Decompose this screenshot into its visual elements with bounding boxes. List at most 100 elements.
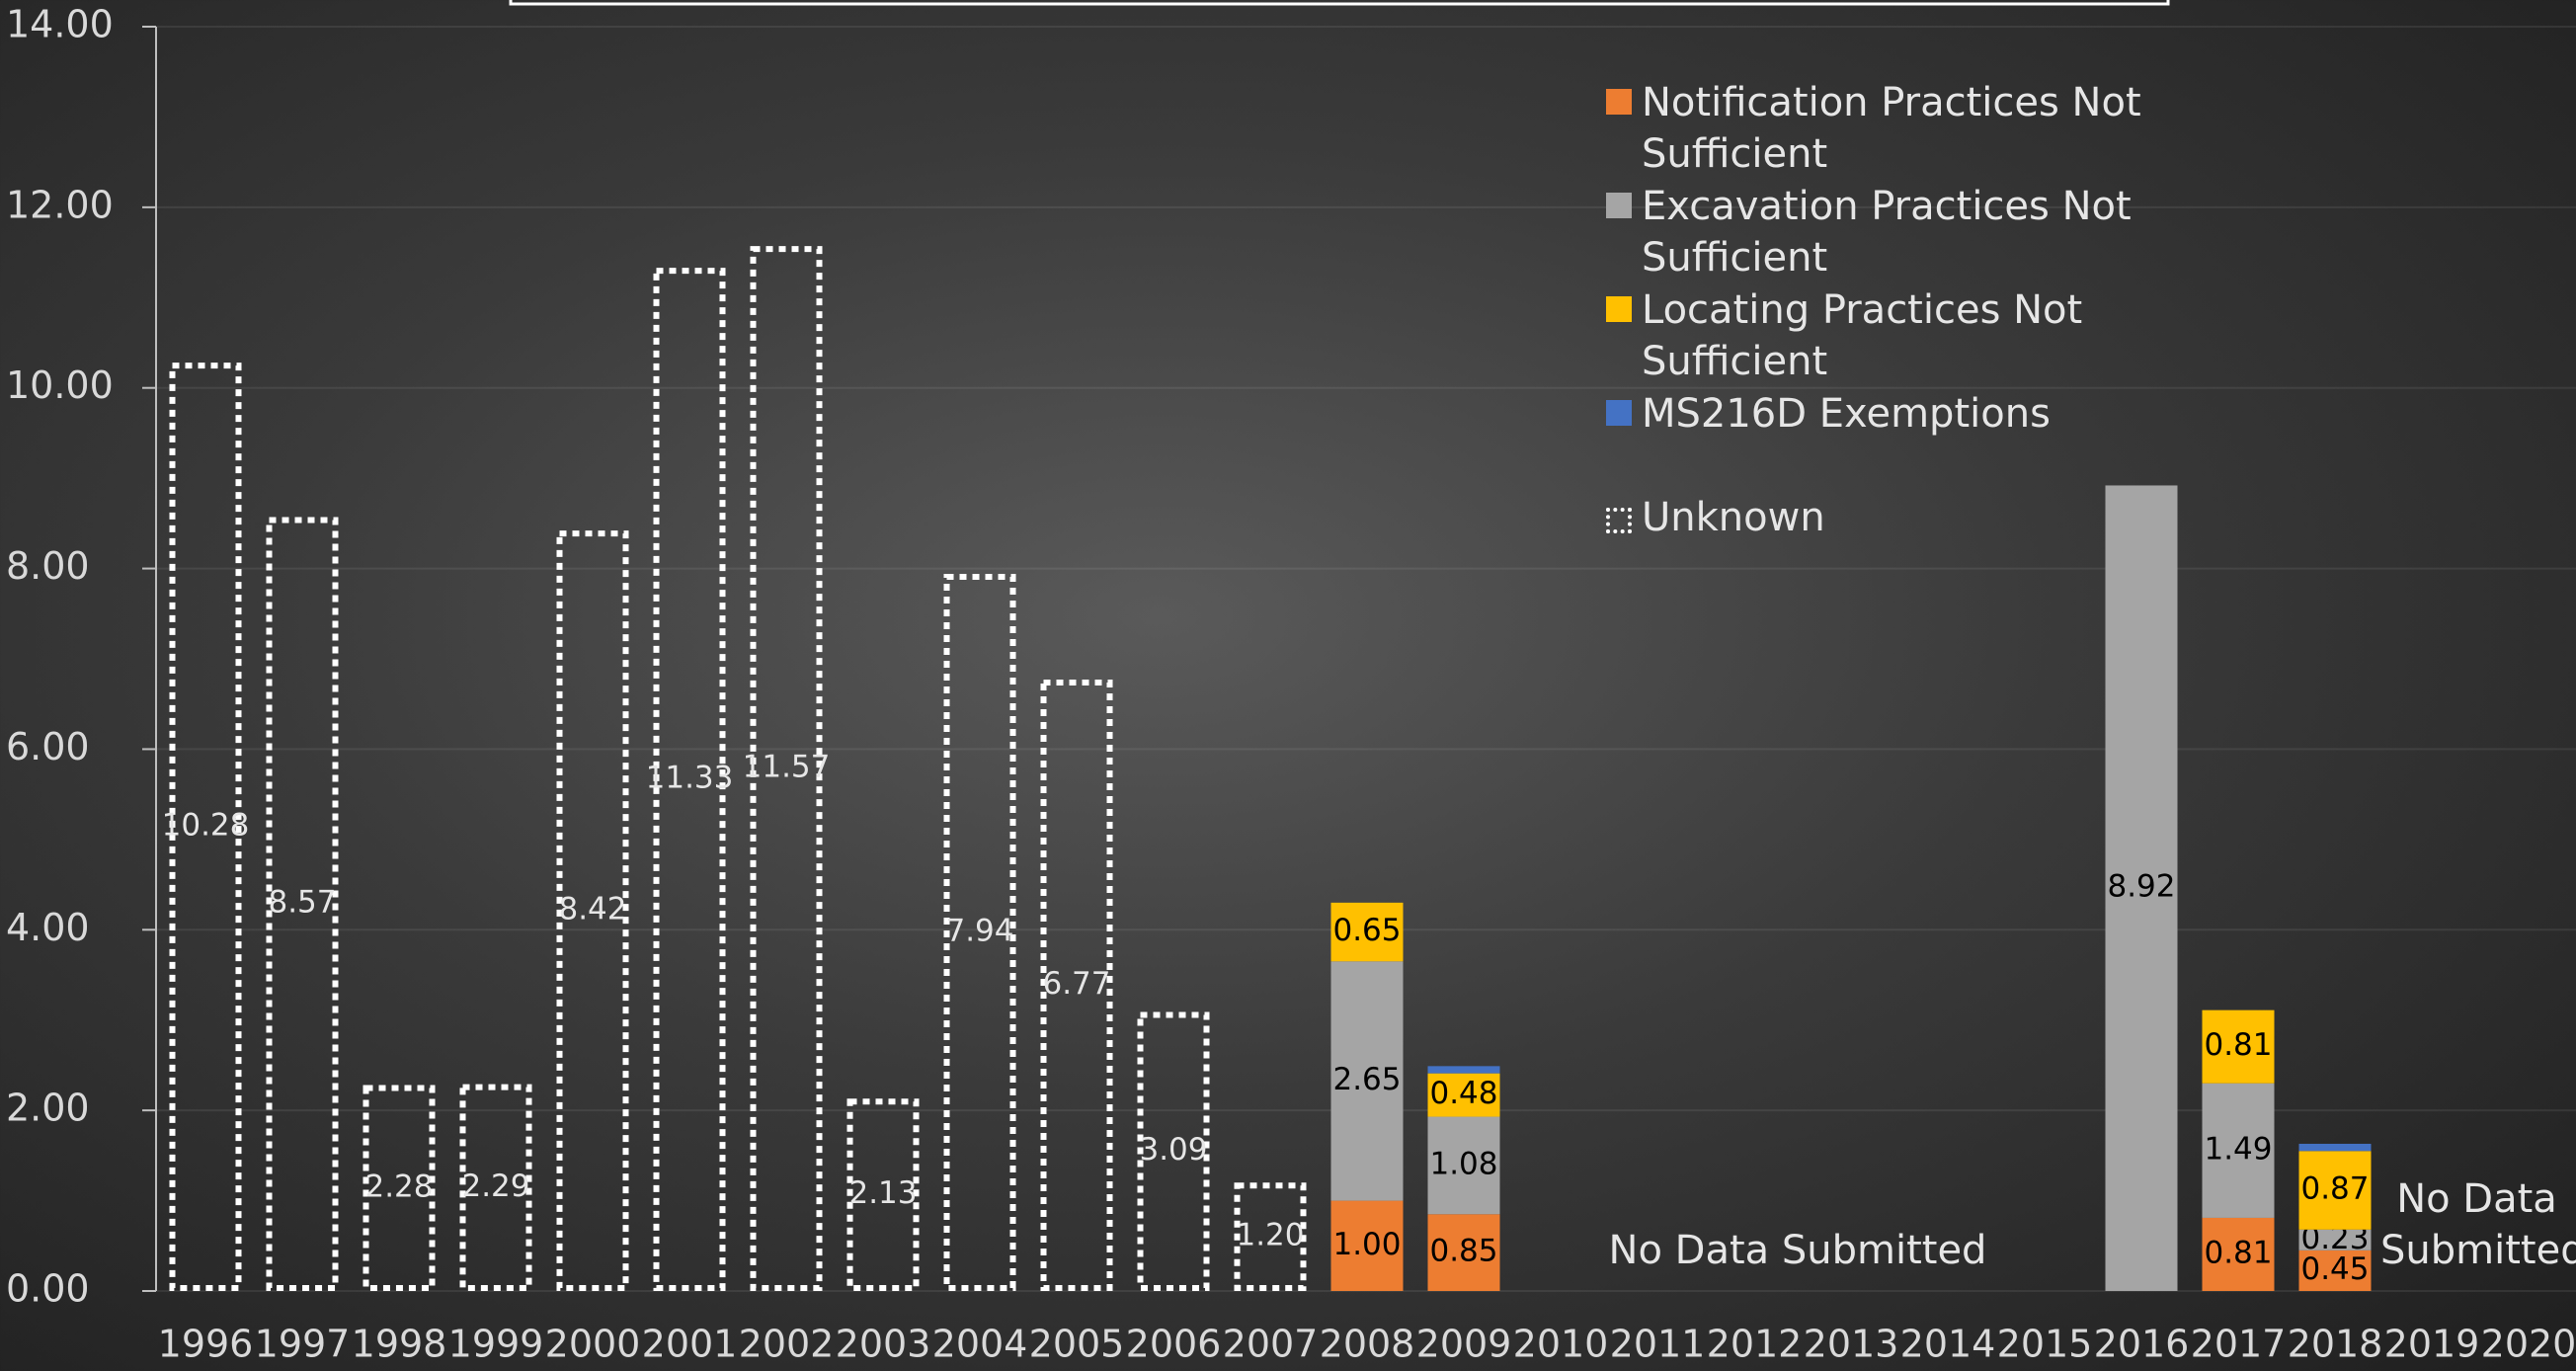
x-tick-label: 2011 — [1610, 1323, 1706, 1366]
legend: Notification Practices Not Sufficient Exc… — [1606, 77, 2159, 596]
bar-segment — [2105, 485, 2178, 1291]
y-tick-label: 0.00 — [6, 1267, 90, 1311]
title-box — [509, 0, 2170, 6]
bar-segment — [459, 1084, 532, 1291]
bar-segment — [1427, 1214, 1500, 1291]
legend-label: Unknown — [1642, 495, 1825, 540]
data-label: 0.45 — [2300, 1251, 2369, 1287]
legend-item: Locating Practices Not Sufficient — [1606, 284, 2159, 388]
bar-segment — [1234, 1182, 1307, 1292]
bar-segment — [556, 530, 629, 1291]
annotation: No Data Submitted — [1608, 1228, 1987, 1273]
x-tick-label: 2014 — [1900, 1323, 1996, 1366]
data-label: 2.29 — [461, 1169, 529, 1204]
bar-segment — [1427, 1066, 1500, 1074]
x-tick-label: 2010 — [1513, 1323, 1609, 1366]
legend-item: Unknown — [1606, 492, 2159, 596]
data-label: 0.87 — [2300, 1171, 2369, 1207]
x-tick-label: 2000 — [545, 1323, 641, 1366]
data-label: 0.81 — [2204, 1235, 2272, 1270]
y-tick-label: 6.00 — [6, 725, 90, 768]
legend-swatch — [1606, 193, 1632, 218]
x-tick-label: 2017 — [2191, 1323, 2287, 1366]
bar-segment — [2298, 1143, 2372, 1152]
data-label: 0.85 — [1429, 1234, 1497, 1269]
bar-segment — [2202, 1217, 2275, 1291]
bar-segment — [2298, 1250, 2372, 1291]
bar-segment — [2202, 1009, 2275, 1084]
data-label: 8.42 — [558, 892, 626, 927]
y-tick-label: 12.00 — [6, 183, 114, 226]
x-tick-label: 2018 — [2288, 1323, 2383, 1366]
data-label: 8.92 — [2107, 869, 2175, 905]
data-label: 1.08 — [1429, 1146, 1497, 1181]
x-tick-label: 2004 — [932, 1323, 1028, 1366]
bar-segment — [846, 1098, 920, 1292]
data-label: 0.81 — [2204, 1027, 2272, 1063]
data-label: 11.33 — [646, 761, 734, 796]
data-label: 8.57 — [268, 885, 336, 921]
x-tick-label: 2003 — [836, 1323, 931, 1366]
legend-label: Excavation Practices Not Sufficient — [1642, 184, 2132, 281]
bar-segment — [1040, 680, 1113, 1291]
data-label: 7.94 — [945, 914, 1013, 949]
bar-segment — [1427, 1116, 1500, 1215]
legend-label: Locating Practices Not Sufficient — [1642, 287, 2083, 384]
y-tick-label: 10.00 — [6, 363, 114, 407]
data-label: 2.28 — [364, 1169, 433, 1204]
legend-label: Notification Practices Not Sufficient — [1642, 80, 2141, 177]
data-label: 1.20 — [1236, 1218, 1304, 1253]
x-tick-label: 2008 — [1320, 1323, 1415, 1366]
legend-label: MS216D Exemptions — [1642, 391, 2051, 437]
x-tick-label: 1999 — [448, 1323, 544, 1366]
bar-segment — [1137, 1011, 1210, 1291]
x-tick-label: 2012 — [1707, 1323, 1803, 1366]
x-tick-label: 2016 — [2094, 1323, 2190, 1366]
legend-swatch — [1606, 400, 1632, 426]
bar-segment — [1330, 1200, 1404, 1291]
data-label: 1.00 — [1332, 1227, 1401, 1262]
x-tick-label: 2020 — [2481, 1323, 2576, 1366]
x-tick-label: 2006 — [1126, 1323, 1222, 1366]
data-label: 2.13 — [848, 1175, 917, 1211]
y-tick-label: 4.00 — [6, 906, 90, 949]
data-label: 0.48 — [1429, 1076, 1497, 1111]
x-tick-label: 1996 — [158, 1323, 254, 1366]
bar-segment — [169, 363, 242, 1292]
legend-swatch — [1606, 89, 1632, 115]
x-tick-label: 1997 — [255, 1323, 351, 1366]
bar-segment — [2298, 1229, 2372, 1250]
data-label: 2.65 — [1332, 1062, 1401, 1097]
x-tick-label: 2019 — [2384, 1323, 2480, 1366]
legend-item: MS216D Exemptions — [1606, 388, 2159, 492]
bar-segment — [2202, 1083, 2275, 1218]
data-label: 10.28 — [162, 808, 250, 844]
bar-segment — [653, 268, 726, 1292]
data-label: 11.57 — [743, 750, 831, 785]
x-tick-label: 2007 — [1223, 1323, 1319, 1366]
x-tick-label: 2005 — [1029, 1323, 1125, 1366]
y-tick-label: 2.00 — [6, 1087, 90, 1130]
y-tick-label: 14.00 — [6, 3, 114, 46]
bar-segment — [1330, 902, 1404, 962]
legend-swatch — [1606, 296, 1632, 322]
legend-item: Notification Practices Not Sufficient — [1606, 77, 2159, 181]
bar-segment — [1427, 1073, 1500, 1117]
x-tick-label: 2001 — [642, 1323, 738, 1366]
y-tick-label: 8.00 — [6, 544, 90, 588]
legend-swatch — [1606, 508, 1632, 533]
data-label: 0.65 — [1332, 913, 1401, 948]
x-tick-label: 2013 — [1804, 1323, 1899, 1366]
x-tick-label: 2002 — [739, 1323, 835, 1366]
legend-item: Excavation Practices Not Sufficient — [1606, 181, 2159, 284]
bar-segment — [1330, 961, 1404, 1201]
bar-segment — [943, 574, 1016, 1291]
data-label: 6.77 — [1042, 966, 1110, 1002]
data-label: 3.09 — [1139, 1132, 1207, 1168]
bar-segment — [362, 1085, 436, 1291]
annotation: No Data Submitted — [2380, 1176, 2576, 1273]
bar-segment — [2298, 1151, 2372, 1230]
bar-segment — [266, 517, 339, 1291]
